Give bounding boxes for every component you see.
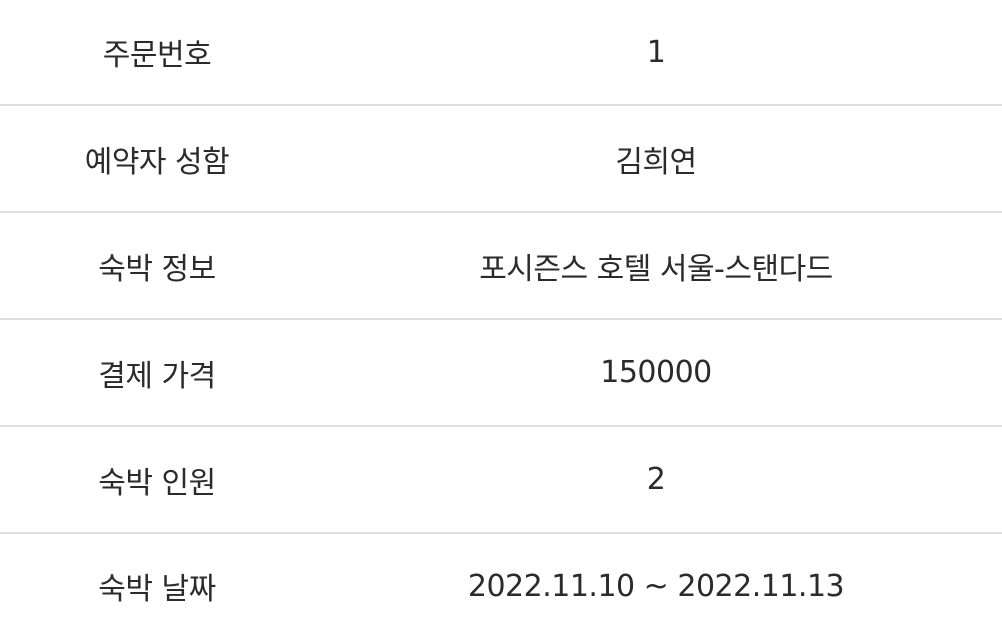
value-order-number: 1 bbox=[646, 34, 666, 70]
label-payment-price: 결제 가격 bbox=[98, 358, 216, 394]
row-guest-count: 숙박 인원 2 bbox=[0, 427, 1002, 534]
label-stay-dates: 숙박 날짜 bbox=[98, 572, 216, 607]
row-payment-price: 결제 가격 150000 bbox=[0, 320, 1002, 427]
label-stay-info: 숙박 정보 bbox=[98, 251, 216, 287]
row-order-number: 주문번호 1 bbox=[0, 0, 1002, 106]
value-stay-info: 포시즌스 호텔 서울-스탠다드 bbox=[479, 251, 833, 287]
row-stay-info: 숙박 정보 포시즌스 호텔 서울-스탠다드 bbox=[0, 213, 1002, 320]
value-payment-price: 150000 bbox=[600, 355, 712, 390]
label-guest-count: 숙박 인원 bbox=[98, 465, 216, 501]
value-guest-count: 2 bbox=[646, 462, 666, 497]
value-stay-dates: 2022.11.10 ~ 2022.11.13 bbox=[467, 568, 845, 604]
label-order-number: 주문번호 bbox=[102, 38, 212, 73]
row-guest-name: 예약자 성함 김희연 bbox=[0, 106, 1002, 213]
label-guest-name: 예약자 성함 bbox=[84, 144, 230, 180]
value-guest-name: 김희연 bbox=[615, 144, 697, 180]
row-stay-dates: 숙박 날짜 2022.11.10 ~ 2022.11.13 bbox=[0, 534, 1002, 638]
